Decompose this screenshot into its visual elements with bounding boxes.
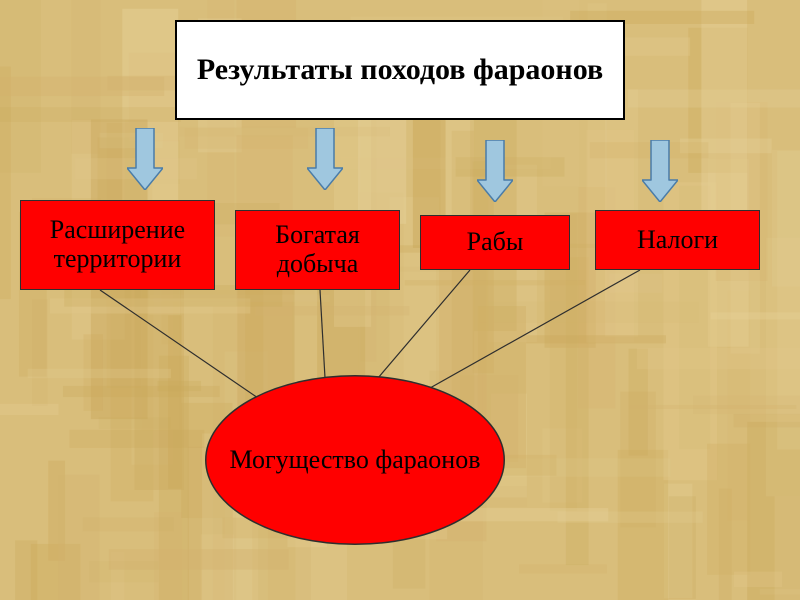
box-taxes: Налоги — [595, 210, 760, 270]
result-ellipse: Могущество фараонов — [205, 375, 505, 545]
box-taxes-label: Налоги — [637, 226, 718, 255]
down-arrow-3 — [477, 140, 513, 202]
down-arrow-4 — [642, 140, 678, 202]
box-expansion: Расширение территории — [20, 200, 215, 290]
box-loot: Богатая добыча — [235, 210, 400, 290]
down-arrow-1 — [127, 128, 163, 190]
box-loot-label: Богатая добыча — [236, 221, 399, 278]
box-slaves: Рабы — [420, 215, 570, 270]
title-text: Результаты походов фараонов — [197, 53, 603, 88]
diagram-stage: Результаты походов фараонов Расширение те… — [0, 0, 800, 600]
result-ellipse-label: Могущество фараонов — [230, 445, 481, 475]
down-arrow-2 — [307, 128, 343, 190]
box-expansion-label: Расширение территории — [21, 216, 214, 273]
title-box: Результаты походов фараонов — [175, 20, 625, 120]
box-slaves-label: Рабы — [467, 228, 524, 257]
